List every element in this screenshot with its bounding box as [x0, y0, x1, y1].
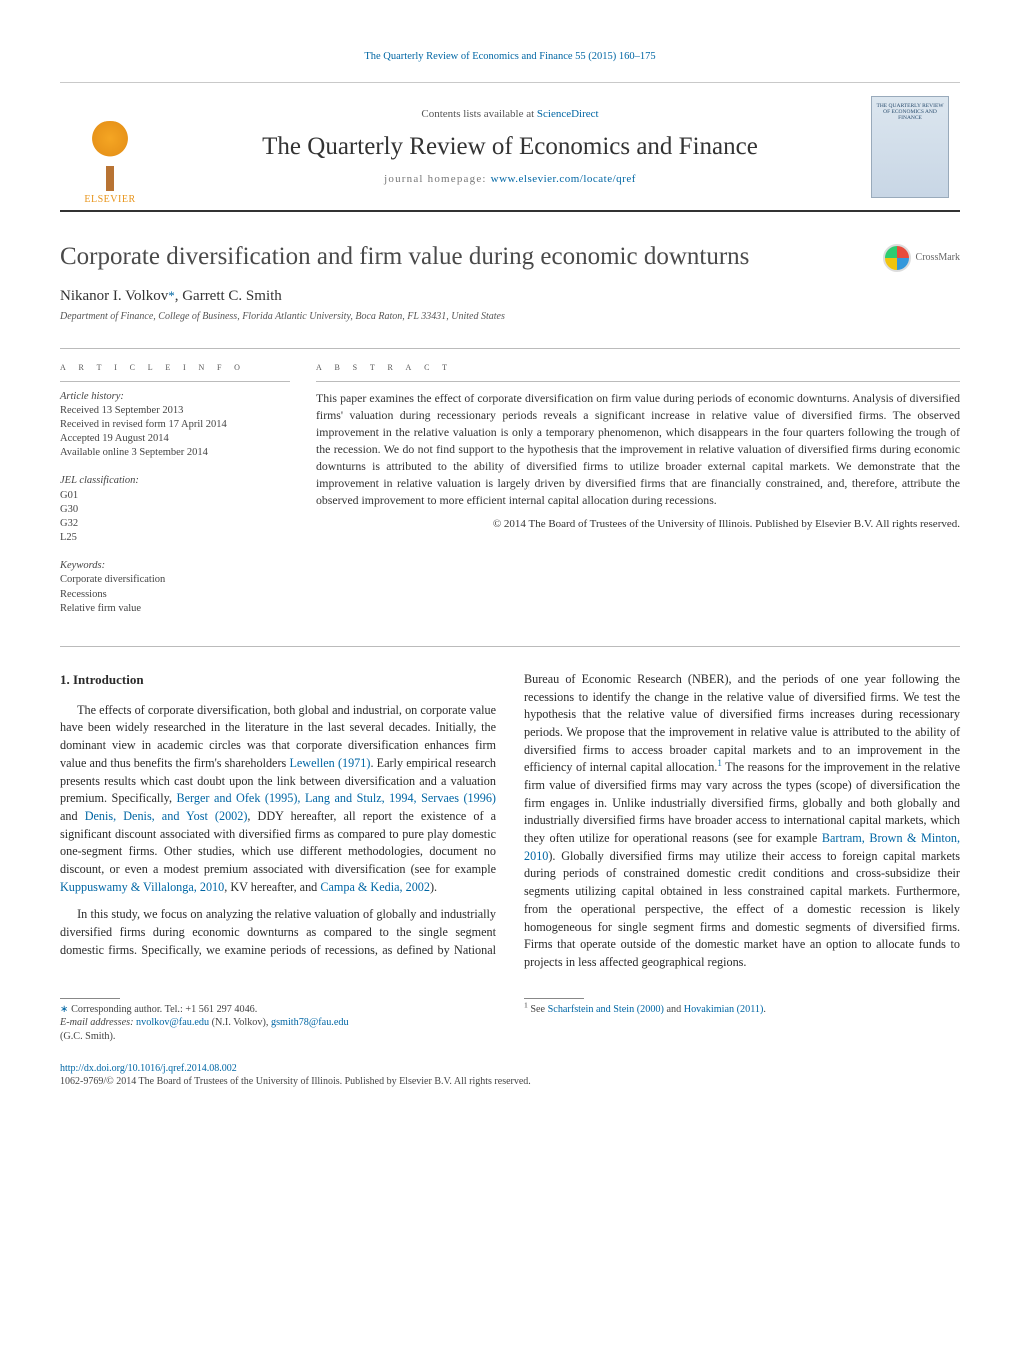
p1-end: ). — [430, 880, 437, 894]
page-footer: http://dx.doi.org/10.1016/j.qref.2014.08… — [60, 1062, 960, 1089]
keyword-2: Relative firm value — [60, 603, 141, 614]
cite-hovakimian-2011[interactable]: Hovakimian (2011) — [684, 1004, 764, 1015]
article-title: Corporate diversification and firm value… — [60, 240, 871, 274]
running-head: The Quarterly Review of Economics and Fi… — [60, 50, 960, 64]
affiliation: Department of Finance, College of Busine… — [60, 310, 960, 324]
email-link-1[interactable]: nvolkov@fau.edu — [136, 1017, 209, 1028]
corresponding-author-footnote: ∗ Corresponding author. Tel.: +1 561 297… — [60, 1003, 496, 1017]
jel-label: JEL classification: — [60, 475, 139, 486]
cite-campa-kedia-2002[interactable]: Campa & Kedia, 2002 — [320, 880, 430, 894]
cite-berger-ofek-lang-stulz-servaes[interactable]: Berger and Ofek (1995), Lang and Stulz, … — [177, 791, 496, 805]
history-line-2: Accepted 19 August 2014 — [60, 433, 169, 444]
keyword-0: Corporate diversification — [60, 574, 165, 585]
cite-lewellen-1971[interactable]: Lewellen (1971) — [289, 756, 370, 770]
abstract-text: This paper examines the effect of corpor… — [316, 390, 960, 510]
history-line-3: Available online 3 September 2014 — [60, 447, 208, 458]
crossmark-icon — [883, 244, 911, 272]
p1-mid4: , KV hereafter, and — [224, 880, 320, 894]
journal-homepage-line: journal homepage: www.elsevier.com/locat… — [384, 172, 636, 187]
article-info-heading: a r t i c l e i n f o — [60, 350, 290, 382]
jel-code-0: G01 — [60, 490, 78, 501]
email-link-2[interactable]: gsmith78@fau.edu — [271, 1017, 349, 1028]
contents-available-line: Contents lists available at ScienceDirec… — [421, 107, 598, 122]
footnote-rule-right — [524, 998, 584, 999]
corr-star-icon: ∗ — [60, 1004, 69, 1015]
contents-prefix: Contents lists available at — [421, 108, 536, 120]
history-label: Article history: — [60, 391, 124, 402]
crossmark-label: CrossMark — [916, 251, 960, 265]
author-1: Nikanor I. Volkov — [60, 288, 168, 304]
cover-thumb-block — [860, 83, 960, 210]
masthead-center: Contents lists available at ScienceDirec… — [160, 83, 860, 210]
abstract-heading: a b s t r a c t — [316, 350, 960, 382]
authors-line: Nikanor I. Volkov*, Garrett C. Smith — [60, 286, 960, 306]
homepage-label: journal homepage: — [384, 173, 491, 185]
footnotes-left: ∗ Corresponding author. Tel.: +1 561 297… — [60, 998, 496, 1044]
publisher-label: ELSEVIER — [84, 193, 135, 207]
cite-scharfstein-stein-2000[interactable]: Scharfstein and Stein (2000) — [548, 1004, 664, 1015]
history-line-1: Received in revised form 17 April 2014 — [60, 419, 227, 430]
abstract-column: a b s t r a c t This paper examines the … — [316, 350, 960, 630]
abstract-copyright: © 2014 The Board of Trustees of the Univ… — [316, 517, 960, 532]
email-label: E-mail addresses: — [60, 1017, 133, 1028]
body-two-column: 1. Introduction The effects of corporate… — [60, 671, 960, 972]
jel-block: JEL classification: G01 G30 G32 L25 — [60, 474, 290, 545]
doi-link[interactable]: http://dx.doi.org/10.1016/j.qref.2014.08… — [60, 1063, 237, 1074]
author-2: Garrett C. Smith — [182, 288, 282, 304]
section-1-heading: 1. Introduction — [60, 671, 496, 690]
email-2-who: (G.C. Smith). — [60, 1031, 115, 1042]
homepage-link[interactable]: www.elsevier.com/locate/qref — [491, 173, 636, 185]
corr-text: Corresponding author. Tel.: +1 561 297 4… — [71, 1004, 257, 1015]
cite-denis-denis-yost-2002[interactable]: Denis, Denis, and Yost (2002) — [85, 809, 248, 823]
fn1-end: . — [763, 1004, 766, 1015]
article-info-abstract-row: a r t i c l e i n f o Article history: R… — [60, 350, 960, 630]
fn1-pre: See — [528, 1004, 548, 1015]
jel-code-1: G30 — [60, 504, 78, 515]
footnotes-row: ∗ Corresponding author. Tel.: +1 561 297… — [60, 998, 960, 1044]
info-bottom-rule — [60, 646, 960, 647]
jel-code-2: G32 — [60, 518, 78, 529]
keyword-1: Recessions — [60, 589, 107, 600]
fn1-mid: and — [664, 1004, 684, 1015]
keywords-label: Keywords: — [60, 560, 105, 571]
crossmark-widget[interactable]: CrossMark — [883, 244, 960, 272]
p1-mid2: and — [60, 809, 85, 823]
jel-code-3: L25 — [60, 532, 77, 543]
footnote-1: 1 See Scharfstein and Stein (2000) and H… — [524, 1003, 960, 1017]
history-line-0: Received 13 September 2013 — [60, 405, 183, 416]
issn-copyright-line: 1062-9769/© 2014 The Board of Trustees o… — [60, 1076, 531, 1087]
article-info-column: a r t i c l e i n f o Article history: R… — [60, 350, 290, 630]
p2-tail-post: ). Globally diversified firms may utiliz… — [524, 849, 960, 969]
article-history-block: Article history: Received 13 September 2… — [60, 390, 290, 461]
elsevier-tree-icon — [80, 121, 140, 191]
journal-name: The Quarterly Review of Economics and Fi… — [262, 130, 758, 164]
body-para-1: The effects of corporate diversification… — [60, 702, 496, 897]
info-top-rule — [60, 348, 960, 349]
masthead: ELSEVIER Contents lists available at Sci… — [60, 82, 960, 212]
footnote-rule-left — [60, 998, 120, 999]
sciencedirect-link[interactable]: ScienceDirect — [537, 108, 599, 120]
cite-kuppuswamy-villalonga-2010[interactable]: Kuppuswamy & Villalonga, 2010 — [60, 880, 224, 894]
email-1-who: (N.I. Volkov), — [212, 1017, 269, 1028]
email-footnote: E-mail addresses: nvolkov@fau.edu (N.I. … — [60, 1016, 496, 1044]
publisher-logo-block: ELSEVIER — [60, 83, 160, 210]
journal-cover-thumbnail — [871, 96, 949, 198]
keywords-block: Keywords: Corporate diversification Rece… — [60, 559, 290, 616]
footnotes-right: 1 See Scharfstein and Stein (2000) and H… — [524, 998, 960, 1044]
